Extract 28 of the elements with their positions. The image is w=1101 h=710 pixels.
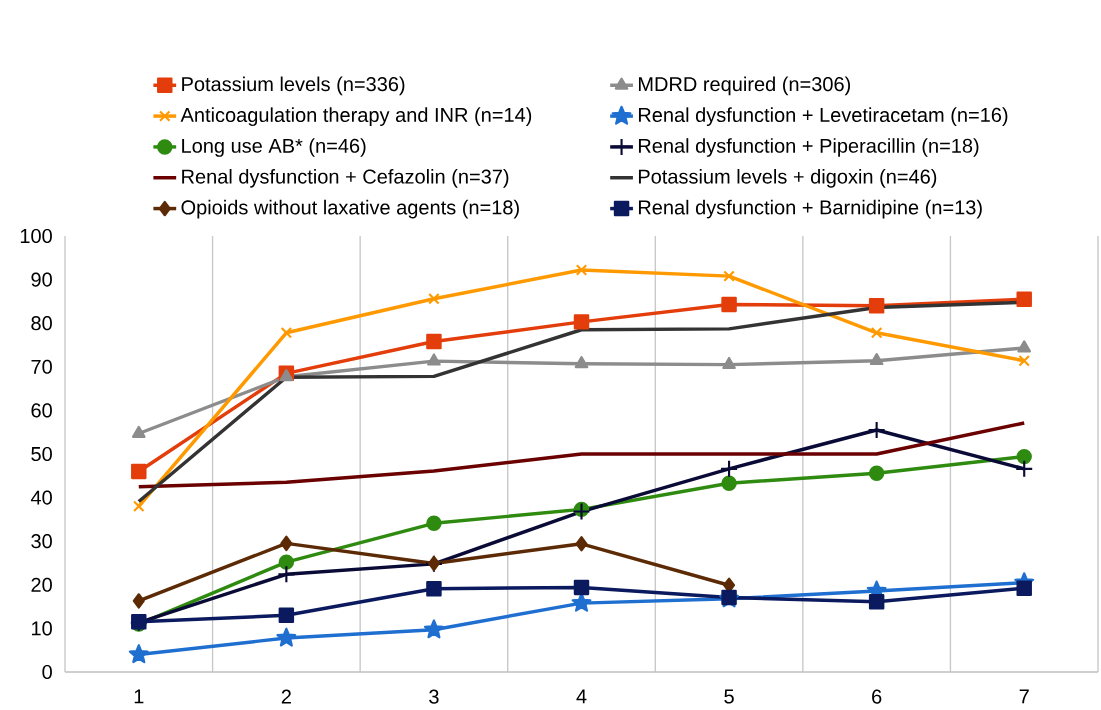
x-tick-label: 5 bbox=[724, 689, 734, 704]
y-tick-label: 20 bbox=[31, 577, 52, 592]
legend-label: Renal dysfunction + Cefazolin (n=37) bbox=[182, 168, 509, 188]
legend-label: Potassium levels + digoxin (n=46) bbox=[638, 168, 937, 188]
x-tick-label: 3 bbox=[429, 689, 439, 704]
y-tick-label: 0 bbox=[42, 664, 52, 679]
y-tick-label: 90 bbox=[31, 272, 52, 287]
legend-label: Anticoagulation therapy and INR (n=14) bbox=[180, 107, 532, 126]
x-tick-label: 4 bbox=[576, 689, 587, 704]
legend-label: Long use AB* (n=46) bbox=[182, 137, 366, 157]
legend-label: Renal dysfunction + Piperacillin (n=18) bbox=[638, 137, 979, 157]
y-tick-label: 10 bbox=[32, 621, 52, 636]
y-tick-label: 30 bbox=[31, 533, 52, 549]
legend-label: Opioids without laxative agents (n=18) bbox=[181, 199, 519, 219]
legend-label: Potassium levels (n=336) bbox=[182, 76, 405, 95]
y-tick-label: 70 bbox=[31, 359, 52, 374]
y-tick-label: 60 bbox=[31, 403, 52, 418]
legend-label: Renal dysfunction + Levetiracetam (n=16) bbox=[638, 107, 1008, 126]
y-tick-label: 50 bbox=[31, 446, 52, 461]
x-tick-label: 7 bbox=[1019, 689, 1029, 704]
x-tick-label: 6 bbox=[872, 689, 882, 704]
x-tick-label: 2 bbox=[281, 689, 291, 704]
y-tick-label: 80 bbox=[31, 315, 52, 331]
y-tick-label: 100 bbox=[20, 228, 52, 243]
legend-label: MDRD required (n=306) bbox=[638, 76, 851, 95]
legend-label: Renal dysfunction + Barnidipine (n=13) bbox=[638, 199, 982, 219]
y-tick-label: 40 bbox=[30, 490, 52, 505]
x-tick-label: 1 bbox=[134, 689, 144, 704]
